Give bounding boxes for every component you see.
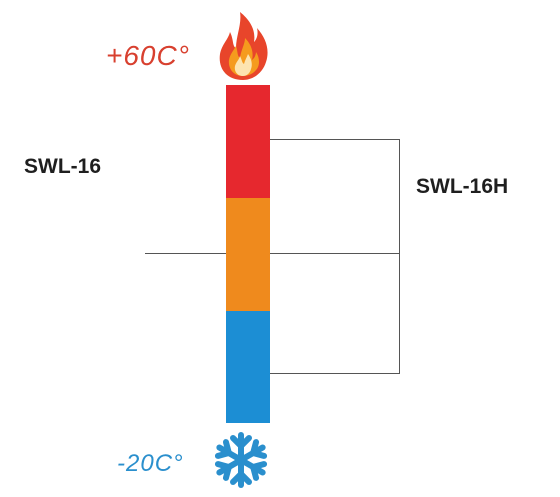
snowflake-icon <box>211 432 271 490</box>
bar-segment-hot <box>226 85 270 198</box>
flame-icon <box>219 12 268 80</box>
left-range-line <box>145 253 226 254</box>
product-label-left: SWL-16 <box>24 155 102 178</box>
bar-segment-mid <box>226 198 270 311</box>
left-range-line-through <box>270 253 400 254</box>
bar-segment-cold <box>226 311 270 423</box>
min-temperature-label: -20C° <box>117 450 184 477</box>
max-temperature-label: +60C° <box>106 40 190 71</box>
right-bracket-vertical <box>399 139 400 374</box>
product-label-right: SWL-16H <box>416 175 509 198</box>
right-bracket-bottom <box>270 373 400 374</box>
right-bracket-top <box>270 139 400 140</box>
